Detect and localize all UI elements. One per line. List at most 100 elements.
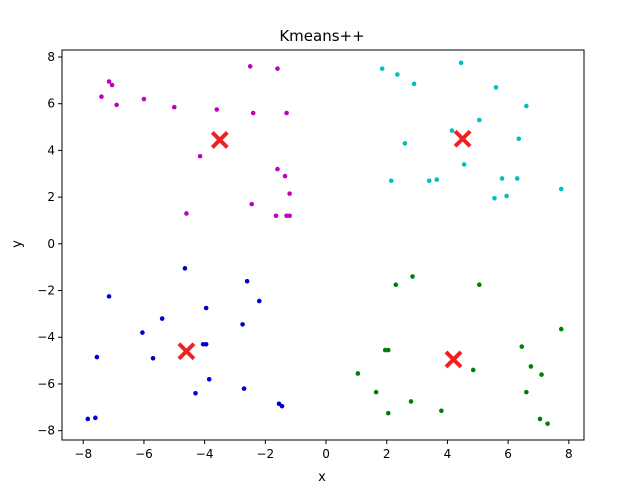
- x-tick-label: −2: [256, 447, 274, 461]
- data-point-blue: [93, 415, 98, 421]
- data-point-green: [545, 421, 550, 426]
- data-point-green: [385, 347, 391, 353]
- data-point-magenta: [249, 201, 254, 207]
- y-tick-label: −4: [37, 330, 55, 344]
- data-point-magenta: [287, 213, 292, 219]
- centroid-marker: [210, 130, 229, 149]
- y-tick-label: 8: [47, 50, 55, 64]
- data-point-blue: [279, 403, 285, 409]
- x-tick-label: 8: [565, 447, 573, 461]
- data-point-blue: [206, 376, 212, 382]
- data-point-magenta: [214, 107, 220, 112]
- data-point-blue: [106, 294, 112, 299]
- y-tick-label: −2: [37, 284, 55, 298]
- data-point-blue: [203, 305, 209, 311]
- data-point-cyan: [516, 136, 522, 142]
- data-point-green: [439, 408, 444, 414]
- data-point-cyan: [492, 195, 497, 201]
- y-tick-label: −6: [37, 377, 55, 391]
- data-point-blue: [94, 354, 100, 360]
- data-point-magenta: [184, 211, 189, 216]
- data-point-magenta: [273, 213, 279, 219]
- data-point-blue: [203, 341, 209, 347]
- data-point-green: [524, 389, 529, 395]
- data-point-cyan: [458, 60, 464, 66]
- data-point-green: [476, 282, 482, 288]
- axes-frame: [61, 49, 585, 441]
- x-axis-label: x: [318, 470, 326, 485]
- y-axis-label: y: [10, 240, 25, 248]
- data-point-magenta: [106, 79, 112, 84]
- data-point-magenta: [99, 94, 104, 100]
- data-point-cyan: [434, 177, 440, 182]
- plot-area: −8 −6 −4 −2 0 2 4 6 8 −8 −6 −4 −2 0 2 4 6 8: [37, 49, 585, 461]
- x-tick-label: −4: [196, 447, 214, 461]
- data-point-green: [355, 371, 361, 376]
- data-point-cyan: [504, 193, 509, 199]
- data-point-blue: [159, 316, 165, 321]
- centroid-marker: [177, 342, 196, 361]
- data-point-magenta: [275, 66, 280, 71]
- data-point-cyan: [514, 176, 520, 181]
- data-point-magenta: [247, 64, 253, 69]
- data-point-blue: [256, 298, 262, 304]
- data-point-cyan: [499, 176, 505, 181]
- centroid-marker: [444, 350, 463, 369]
- data-point-cyan: [379, 66, 385, 71]
- data-point-magenta: [287, 191, 292, 196]
- data-point-green: [528, 364, 534, 369]
- data-point-blue: [240, 322, 245, 327]
- data-point-cyan: [476, 117, 482, 123]
- x-tick-label: −6: [135, 447, 153, 461]
- y-tick-label: 6: [47, 97, 55, 111]
- data-point-cyan: [426, 178, 432, 184]
- data-point-cyan: [402, 141, 408, 146]
- data-point-cyan: [395, 72, 400, 77]
- data-point-magenta: [284, 110, 289, 116]
- data-point-blue: [150, 355, 156, 361]
- centroid-marker: [453, 129, 472, 148]
- data-point-green: [373, 389, 379, 395]
- x-tick-label: 0: [322, 447, 330, 461]
- data-point-blue: [85, 416, 91, 422]
- data-point-blue: [140, 330, 145, 335]
- data-point-green: [410, 274, 415, 279]
- x-tick-label: 2: [383, 447, 391, 461]
- data-point-magenta: [197, 153, 203, 159]
- data-point-cyan: [388, 178, 394, 184]
- data-point-blue: [193, 390, 198, 396]
- data-point-magenta: [114, 102, 119, 108]
- data-point-cyan: [558, 186, 564, 192]
- data-point-green: [558, 326, 564, 332]
- data-point-magenta: [171, 104, 177, 110]
- chart-title: Kmeans++: [279, 27, 364, 45]
- data-point-green: [393, 282, 399, 288]
- x-tick-label: −8: [74, 447, 92, 461]
- y-tick-label: 4: [47, 143, 55, 157]
- data-point-green: [385, 410, 391, 416]
- data-point-cyan: [449, 128, 455, 133]
- data-point-magenta: [275, 166, 280, 172]
- data-point-blue: [244, 278, 250, 284]
- data-point-green: [537, 416, 543, 422]
- data-point-cyan: [411, 81, 417, 87]
- y-tick-label: 2: [47, 190, 55, 204]
- data-point-green: [519, 344, 525, 349]
- data-point-blue: [182, 266, 188, 271]
- data-point-green: [539, 372, 544, 377]
- x-tick-label: 6: [504, 447, 512, 461]
- data-point-green: [408, 399, 414, 404]
- data-point-magenta: [141, 96, 147, 102]
- data-point-green: [470, 367, 476, 373]
- data-point-cyan: [461, 162, 467, 167]
- x-tick-label: 4: [444, 447, 452, 461]
- data-point-cyan: [524, 103, 529, 109]
- data-point-magenta: [282, 173, 288, 179]
- data-point-cyan: [493, 85, 499, 90]
- data-point-magenta: [109, 82, 115, 88]
- y-tick-label: −8: [37, 424, 55, 438]
- y-tick-label: 0: [47, 237, 55, 251]
- data-point-blue: [241, 386, 247, 391]
